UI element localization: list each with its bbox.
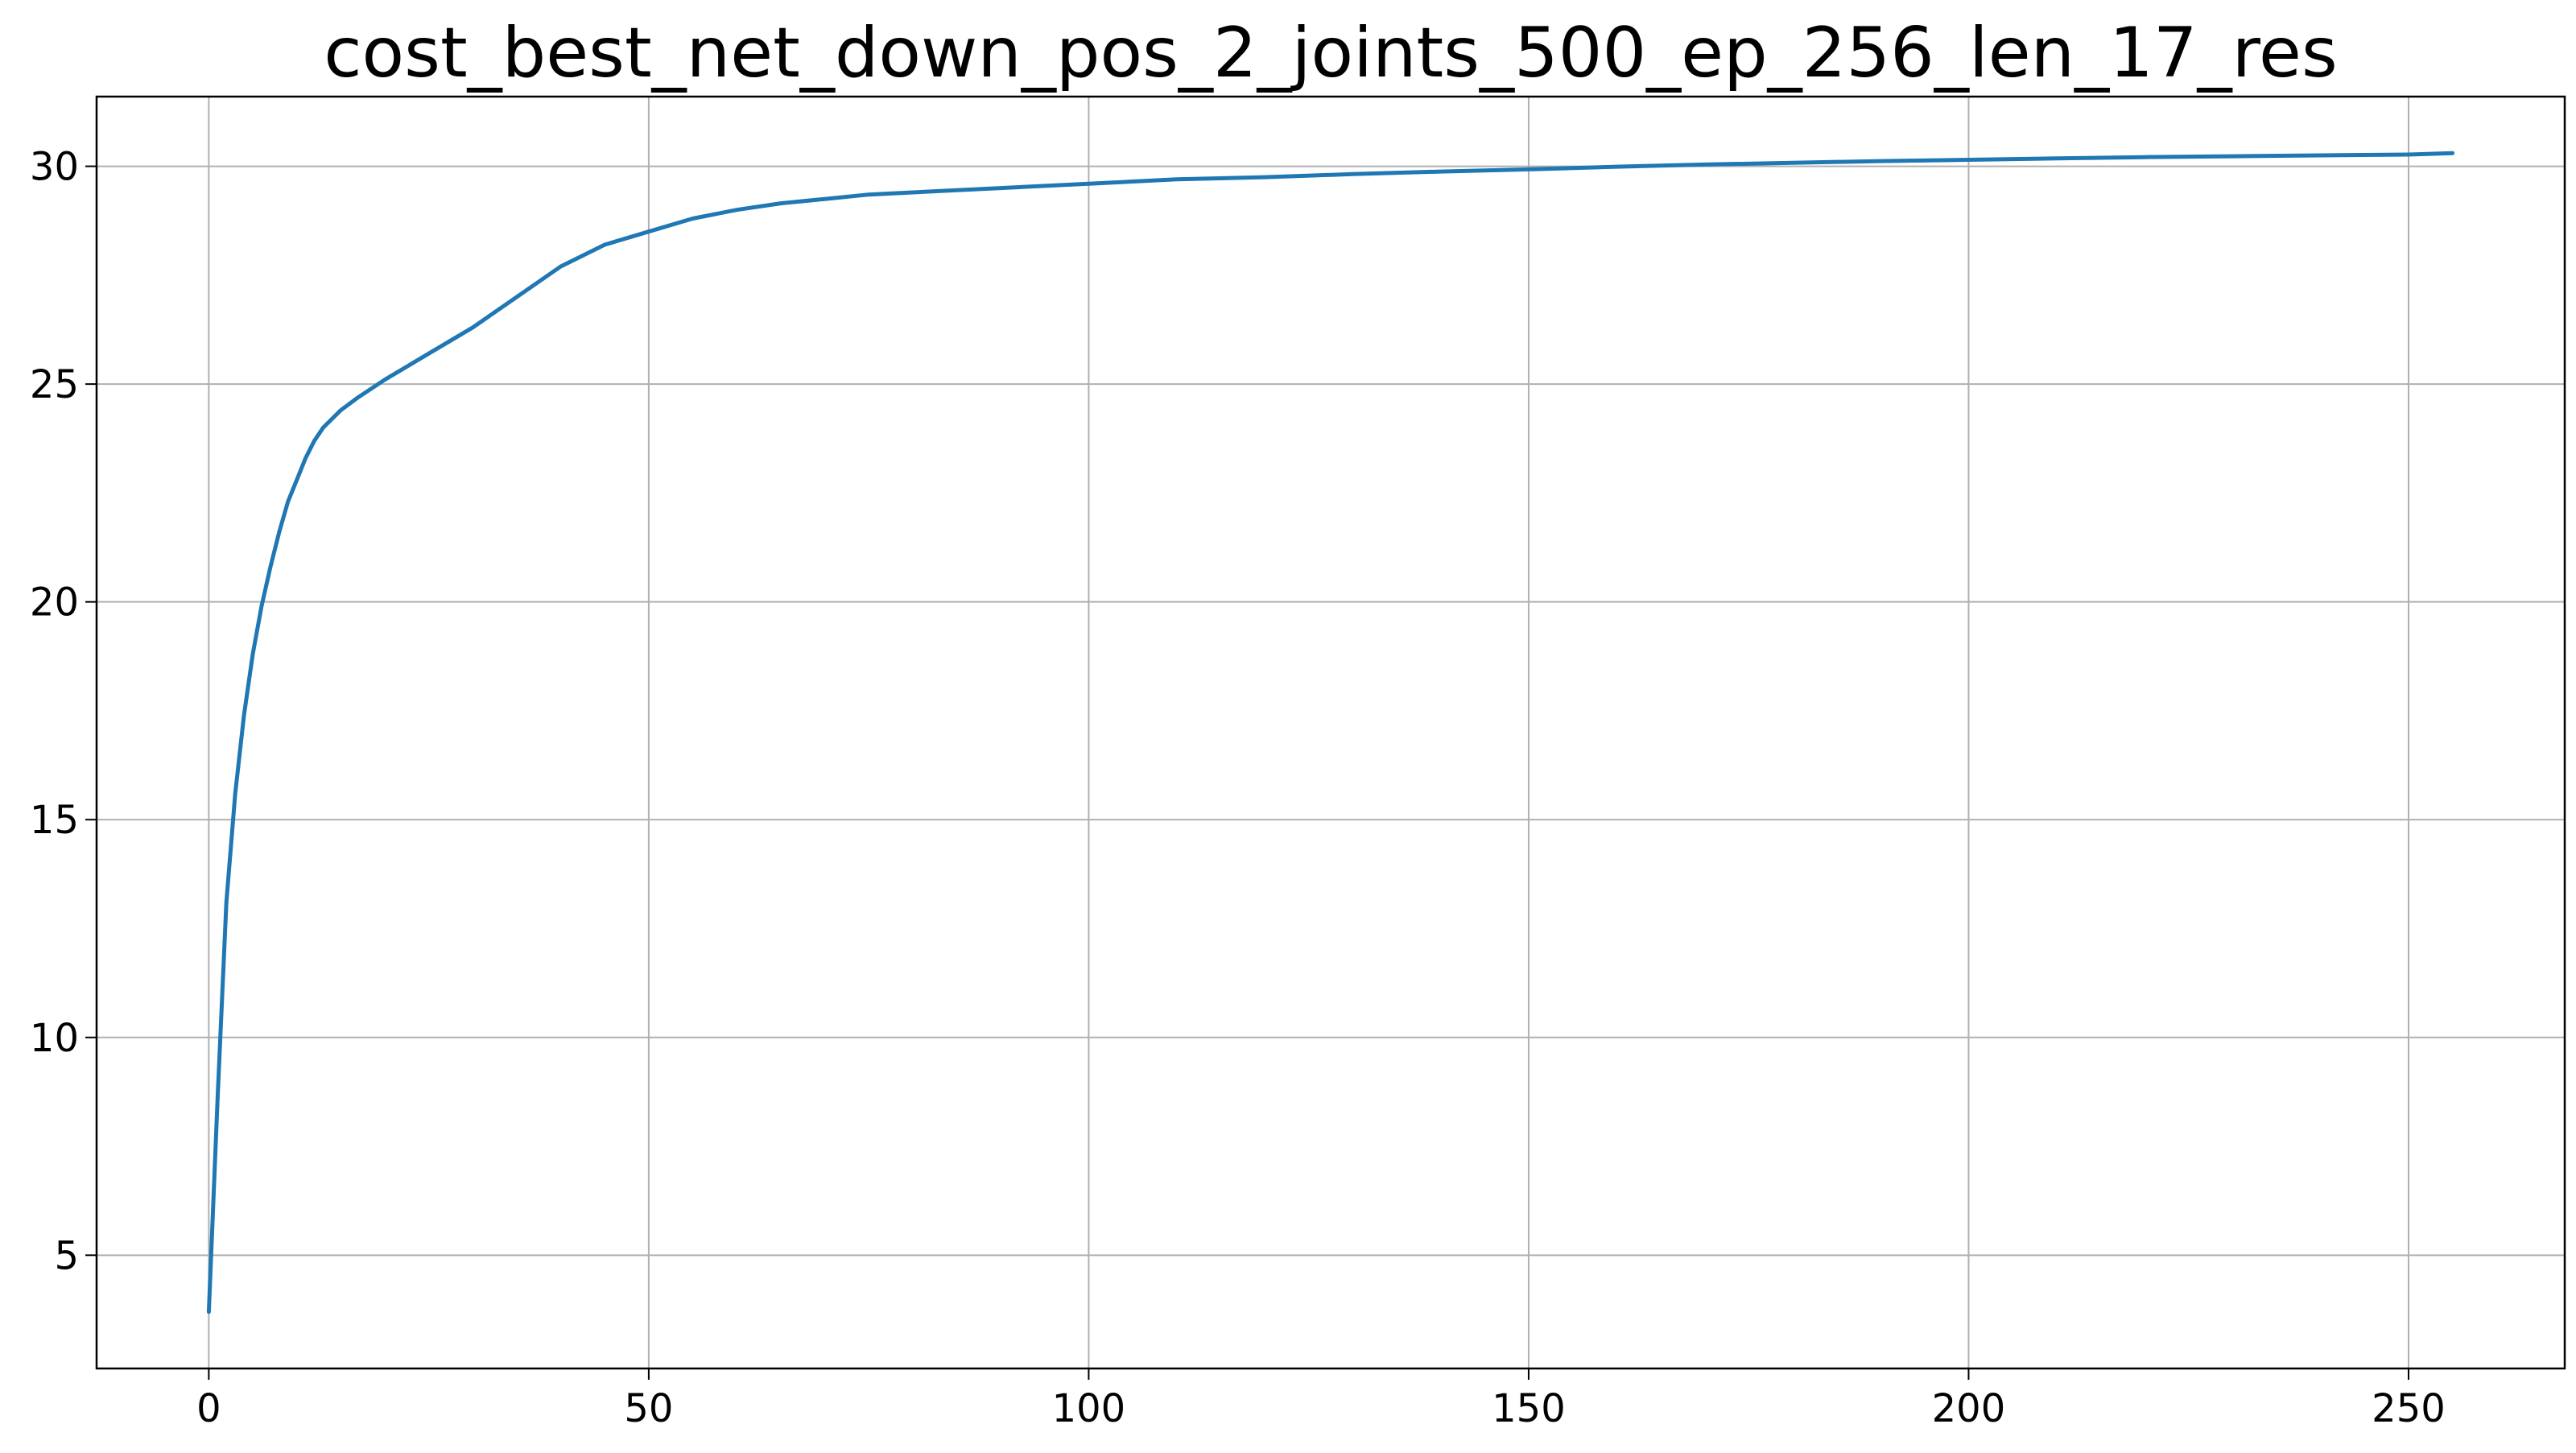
y-tick-label-2: 15 — [30, 798, 79, 843]
y-tick-label-0: 5 — [54, 1233, 79, 1278]
series-line-0 — [206, 151, 2455, 1315]
chart-title: cost_best_net_down_pos_2_joints_500_ep_2… — [324, 13, 2338, 93]
y-tick-label-4: 25 — [30, 362, 79, 407]
y-tick-label-3: 20 — [30, 580, 79, 625]
x-tick-label-3: 150 — [1492, 1386, 1566, 1431]
x-tick-label-5: 250 — [2372, 1386, 2446, 1431]
x-tick-label-0: 0 — [196, 1386, 221, 1431]
x-tick-label-2: 100 — [1052, 1386, 1126, 1431]
y-tick-label-1: 10 — [30, 1016, 79, 1061]
x-tick-label-1: 50 — [624, 1386, 673, 1431]
y-tick-label-5: 30 — [30, 145, 79, 190]
plot-frame — [95, 95, 2566, 1370]
x-tick-label-4: 200 — [1932, 1386, 2006, 1431]
